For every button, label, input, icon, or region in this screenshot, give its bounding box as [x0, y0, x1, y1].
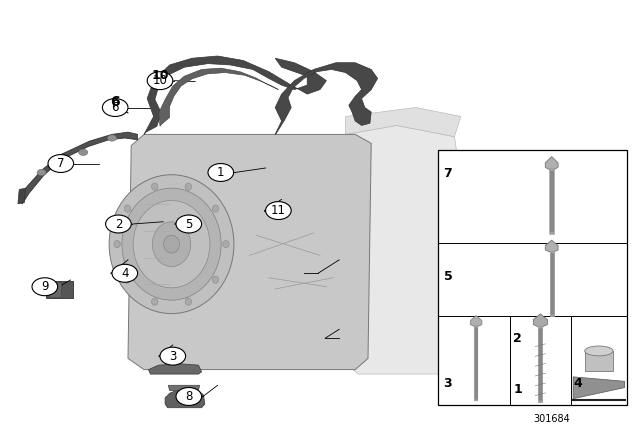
Polygon shape: [470, 316, 482, 327]
Circle shape: [48, 155, 74, 172]
Ellipse shape: [185, 183, 191, 190]
Circle shape: [112, 264, 138, 282]
Ellipse shape: [152, 183, 158, 190]
Circle shape: [147, 72, 173, 90]
Bar: [46, 281, 73, 298]
Text: 5: 5: [185, 217, 193, 231]
Text: 6: 6: [111, 101, 119, 114]
Ellipse shape: [212, 205, 219, 212]
Circle shape: [160, 347, 186, 365]
Ellipse shape: [114, 241, 120, 248]
Text: 11: 11: [271, 204, 286, 217]
Text: 8: 8: [185, 390, 193, 403]
Polygon shape: [18, 188, 26, 204]
Text: 10: 10: [152, 74, 168, 87]
Polygon shape: [573, 377, 625, 399]
Polygon shape: [545, 240, 558, 253]
Bar: [49, 282, 61, 297]
Polygon shape: [144, 56, 326, 134]
Polygon shape: [168, 385, 200, 391]
Text: 5: 5: [444, 270, 452, 283]
Polygon shape: [165, 389, 205, 408]
Ellipse shape: [212, 276, 219, 283]
Bar: [438, 150, 627, 405]
Polygon shape: [326, 125, 467, 374]
Circle shape: [176, 215, 202, 233]
Text: 2: 2: [513, 332, 522, 345]
Circle shape: [266, 202, 291, 220]
Polygon shape: [19, 132, 138, 204]
Circle shape: [79, 149, 88, 155]
Text: 3: 3: [169, 349, 177, 363]
Ellipse shape: [133, 201, 210, 288]
Text: 301684: 301684: [533, 414, 570, 424]
Polygon shape: [533, 314, 547, 328]
Polygon shape: [159, 68, 278, 126]
Text: 2: 2: [115, 217, 122, 231]
Polygon shape: [545, 157, 558, 171]
Polygon shape: [148, 364, 202, 374]
Text: 1: 1: [513, 383, 522, 396]
Text: 3: 3: [444, 377, 452, 390]
Ellipse shape: [124, 276, 131, 283]
Circle shape: [108, 135, 116, 141]
Text: 9: 9: [41, 280, 49, 293]
Circle shape: [176, 388, 202, 405]
Bar: [585, 351, 613, 370]
Polygon shape: [346, 108, 461, 137]
Polygon shape: [128, 134, 371, 370]
Ellipse shape: [223, 241, 229, 248]
Text: 6: 6: [110, 95, 120, 109]
Ellipse shape: [109, 175, 234, 314]
Ellipse shape: [124, 205, 131, 212]
Text: 4: 4: [574, 377, 582, 390]
Text: 4: 4: [121, 267, 129, 280]
Circle shape: [208, 164, 234, 181]
Ellipse shape: [122, 188, 221, 300]
Circle shape: [37, 169, 46, 176]
Ellipse shape: [152, 222, 191, 267]
Circle shape: [106, 215, 131, 233]
Text: 1: 1: [217, 166, 225, 179]
Text: 7: 7: [57, 157, 65, 170]
Ellipse shape: [585, 346, 613, 356]
Ellipse shape: [185, 298, 191, 305]
Polygon shape: [275, 63, 378, 134]
Text: 7: 7: [444, 167, 452, 180]
Circle shape: [32, 278, 58, 296]
Ellipse shape: [164, 235, 179, 253]
Text: 10: 10: [151, 69, 169, 82]
Circle shape: [102, 99, 128, 116]
Ellipse shape: [152, 298, 158, 305]
